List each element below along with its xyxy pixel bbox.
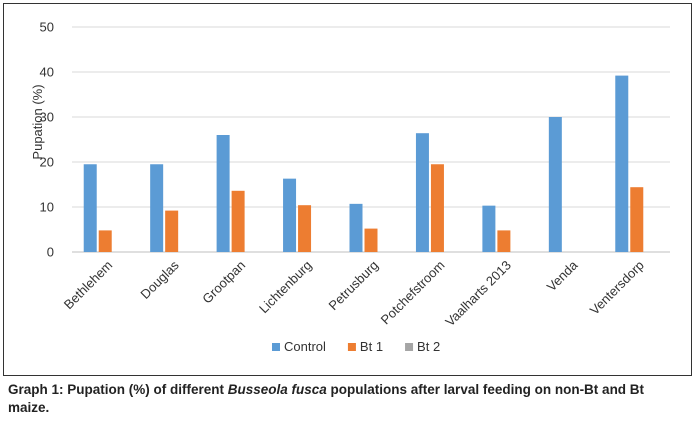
legend-swatch	[347, 343, 356, 351]
grid-layer	[72, 26, 670, 253]
x-tick-label: Potchefstroom	[378, 258, 448, 328]
bar-layer	[83, 75, 644, 252]
bar-bt-1	[497, 230, 511, 252]
bar-control	[349, 203, 363, 252]
x-tick-label: Bethlehem	[61, 258, 116, 313]
x-tick-label: Petrusburg	[326, 258, 382, 314]
figure-caption: Graph 1: Pupation (%) of different Busse…	[8, 381, 688, 417]
caption-prefix: Graph 1: Pupation (%) of different	[8, 382, 228, 397]
bar-control	[283, 178, 297, 252]
bar-control	[548, 117, 562, 252]
caption-suffix: populations after larval feeding on non-…	[8, 382, 645, 415]
bar-bt-1	[231, 190, 245, 252]
y-tick-label: 50	[40, 20, 54, 35]
legend-label: Bt 2	[417, 339, 440, 354]
legend-swatch	[272, 343, 280, 351]
chart-frame: 0 10 20 30 40 50 Bethlehem Douglas Grootpan Lich…	[3, 3, 692, 376]
y-tick-labels: 0 10 20 30 40 50	[40, 20, 54, 260]
bar-bt-1	[630, 187, 644, 252]
bar-bt-1	[364, 228, 378, 252]
legend-swatch	[405, 343, 414, 351]
bar-control	[216, 135, 230, 252]
legend: Control Bt 1 Bt 2	[272, 339, 440, 354]
x-tick-label: Ventersdorp	[587, 258, 647, 318]
x-tick-labels: Bethlehem Douglas Grootpan Lichtenburg Petru…	[61, 257, 647, 329]
y-tick-label: 40	[40, 65, 54, 80]
x-tick-label: Douglas	[137, 257, 182, 302]
y-tick-label: 0	[47, 245, 54, 260]
bar-bt-1	[430, 164, 444, 252]
y-axis-label: Pupation (%)	[30, 84, 45, 159]
x-tick-label: Venda	[544, 257, 581, 294]
legend-label: Control	[284, 339, 326, 354]
bar-control	[83, 164, 97, 252]
y-tick-label: 10	[40, 200, 54, 215]
x-tick-label: Grootpan	[199, 258, 248, 307]
bar-bt-1	[165, 210, 179, 252]
x-tick-label: Lichtenburg	[256, 258, 315, 317]
bar-control	[615, 75, 629, 252]
bar-bt-1	[298, 205, 312, 252]
x-tick-label: Vaalharts 2013	[442, 258, 514, 330]
y-tick-label: 30	[40, 110, 54, 125]
caption-species: Busseola fusca	[227, 382, 327, 397]
legend-label: Bt 1	[360, 339, 383, 354]
bar-control	[415, 133, 429, 252]
y-tick-label: 20	[40, 155, 54, 170]
bar-bt-1	[98, 230, 112, 252]
pupation-bar-chart: 0 10 20 30 40 50 Bethlehem Douglas Grootpan Lich…	[30, 20, 670, 354]
bar-control	[482, 205, 496, 252]
bar-control	[150, 164, 164, 252]
